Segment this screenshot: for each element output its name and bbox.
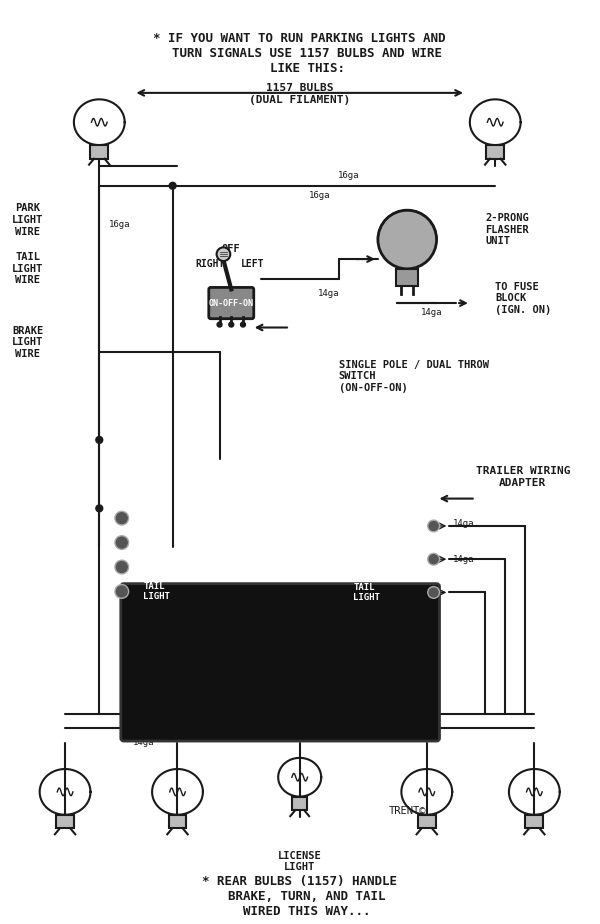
Text: TAIL
LIGHT
WIRE: TAIL LIGHT WIRE [12, 252, 44, 286]
Text: TRAILER WIRING
ADAPTER: TRAILER WIRING ADAPTER [476, 467, 570, 488]
Circle shape [217, 322, 222, 327]
Circle shape [115, 560, 128, 574]
Text: LEFT
TURN/
BRAKE: LEFT TURN/ BRAKE [353, 544, 380, 574]
Text: RIGHT: RIGHT [195, 259, 224, 269]
Text: SINGLE POLE / DUAL THROW
SWITCH
(ON-OFF-ON): SINGLE POLE / DUAL THROW SWITCH (ON-OFF-… [339, 359, 489, 393]
Text: 14ga: 14ga [453, 518, 475, 528]
Text: * IF YOU WANT TO RUN PARKING LIGHTS AND
  TURN SIGNALS USE 1157 BULBS AND WIRE
 : * IF YOU WANT TO RUN PARKING LIGHTS AND … [154, 32, 446, 75]
Circle shape [115, 511, 128, 525]
Bar [91, 145, 108, 159]
Circle shape [428, 587, 440, 599]
Circle shape [115, 585, 128, 599]
Bar [418, 815, 436, 829]
Text: 2-PRONG
FLASHER
UNIT: 2-PRONG FLASHER UNIT [485, 213, 529, 247]
Text: TAIL
LIGHT: TAIL LIGHT [143, 582, 170, 602]
Text: TRENT©: TRENT© [388, 807, 426, 817]
Circle shape [428, 520, 440, 532]
Circle shape [229, 322, 234, 327]
Text: LEFT
TURN: LEFT TURN [143, 557, 165, 577]
Text: RIGHT
TURN: RIGHT TURN [143, 508, 170, 528]
Circle shape [428, 553, 440, 565]
Bar [526, 815, 543, 829]
Circle shape [96, 505, 103, 512]
Text: 14ga: 14ga [318, 289, 340, 298]
Circle shape [169, 182, 176, 189]
Bar [487, 145, 504, 159]
Text: 16ga: 16ga [338, 171, 359, 180]
Text: 14ga: 14ga [133, 738, 154, 748]
Text: 16ga: 16ga [109, 220, 131, 229]
FancyBboxPatch shape [121, 584, 440, 741]
Text: 14ga: 14ga [421, 309, 442, 317]
Text: TO FUSE
BLOCK
(IGN. ON): TO FUSE BLOCK (IGN. ON) [495, 282, 551, 315]
Text: 1157 BULBS
(DUAL FILAMENT): 1157 BULBS (DUAL FILAMENT) [249, 83, 350, 104]
Text: 16ga: 16ga [308, 190, 330, 200]
Text: LEFT: LEFT [241, 259, 265, 269]
Text: OFF: OFF [222, 244, 241, 254]
Text: RIGHT
TURN/
BRAKE: RIGHT TURN/ BRAKE [353, 511, 380, 541]
Text: PARK
LIGHT
WIRE: PARK LIGHT WIRE [12, 203, 44, 237]
Text: * REAR BULBS (1157) HANDLE
  BRAKE, TURN, AND TAIL
  WIRED THIS WAY...: * REAR BULBS (1157) HANDLE BRAKE, TURN, … [202, 875, 397, 918]
Text: BRAKE
LIGHT
WIRE: BRAKE LIGHT WIRE [12, 325, 44, 359]
Bar [56, 815, 74, 829]
Circle shape [96, 436, 103, 444]
Circle shape [115, 536, 128, 550]
Text: TAIL
LIGHT: TAIL LIGHT [353, 583, 380, 602]
Text: BRAKE: BRAKE [143, 538, 170, 547]
Bar [397, 269, 418, 286]
Text: 14ga: 14ga [133, 723, 154, 733]
Circle shape [241, 322, 245, 327]
Text: LICENSE
LIGHT: LICENSE LIGHT [278, 850, 322, 872]
Text: 14ga: 14ga [453, 554, 475, 564]
Circle shape [378, 210, 437, 269]
Bar [292, 796, 307, 810]
Text: ON-OFF-ON: ON-OFF-ON [209, 298, 254, 308]
FancyBboxPatch shape [209, 287, 254, 319]
Circle shape [217, 248, 230, 261]
Bar [169, 815, 187, 829]
